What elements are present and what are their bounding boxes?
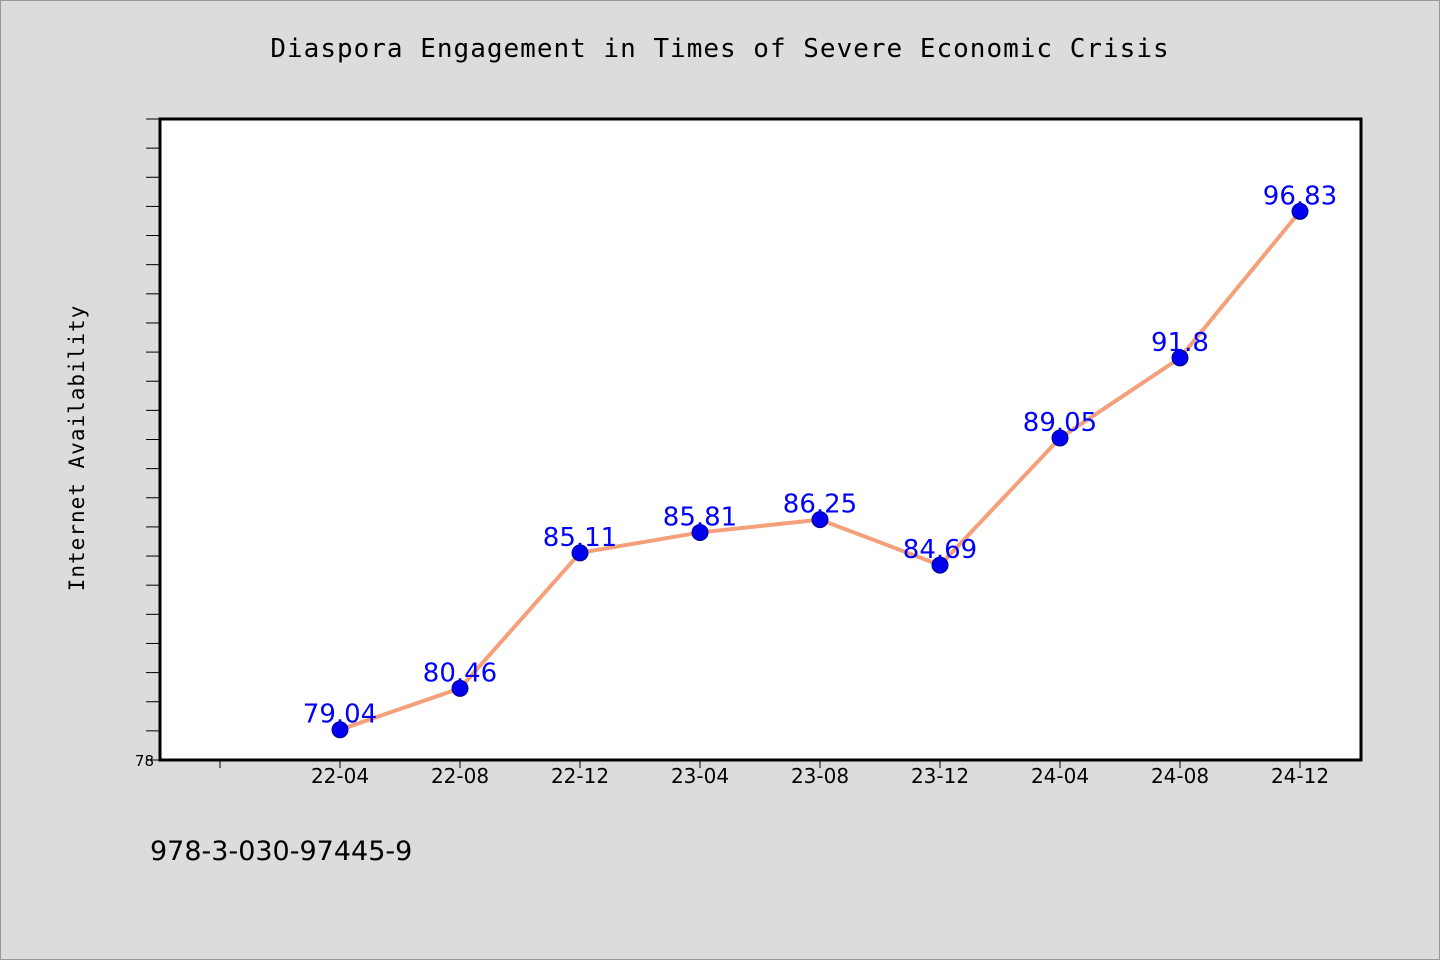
data-point (1051, 429, 1069, 447)
y-tick-label: 78 (135, 752, 154, 770)
x-tick-label: 23-08 (791, 764, 849, 788)
chart-title: Diaspora Engagement in Times of Severe E… (270, 34, 1170, 64)
isbn-text: 978-3-030-97445-9 (150, 836, 413, 867)
x-tick-label: 24-12 (1271, 764, 1329, 788)
data-point (811, 511, 829, 529)
x-tick-label: 22-12 (551, 764, 609, 788)
data-label: 79.04 (303, 700, 377, 730)
data-point (931, 556, 949, 574)
x-tick-label: 24-04 (1031, 764, 1089, 788)
x-tick-label: 23-04 (671, 764, 729, 788)
series-layer: 79.04 80.46 85.11 85.81 86.25 84.69 89.05 91.8 9… (303, 181, 1337, 739)
x-tick-label: 22-08 (431, 764, 489, 788)
data-label: 89.05 (1023, 408, 1097, 438)
data-label: 84.69 (903, 535, 977, 565)
data-point (571, 544, 589, 562)
plot-area (158, 117, 1363, 762)
data-label: 85.81 (663, 502, 737, 532)
x-tick-label: 24-08 (1151, 764, 1209, 788)
data-point (691, 523, 709, 541)
data-point (331, 721, 349, 739)
data-label: 96.83 (1263, 181, 1337, 211)
x-tick-label: 22-04 (311, 764, 369, 788)
x-axis-ticks: 22-04 22-08 22-12 23-04 23-08 23-12 24-04 24-08… (219, 760, 1329, 788)
data-label: 86.25 (783, 490, 857, 520)
x-tick-label: 23-12 (911, 764, 969, 788)
y-axis-ticks: 78 (135, 118, 160, 770)
data-point (451, 679, 469, 697)
data-label: 85.11 (543, 523, 617, 553)
data-label: 91.8 (1151, 328, 1209, 358)
data-label: 80.46 (423, 658, 497, 688)
data-point (1171, 349, 1189, 367)
data-point (1291, 202, 1309, 220)
